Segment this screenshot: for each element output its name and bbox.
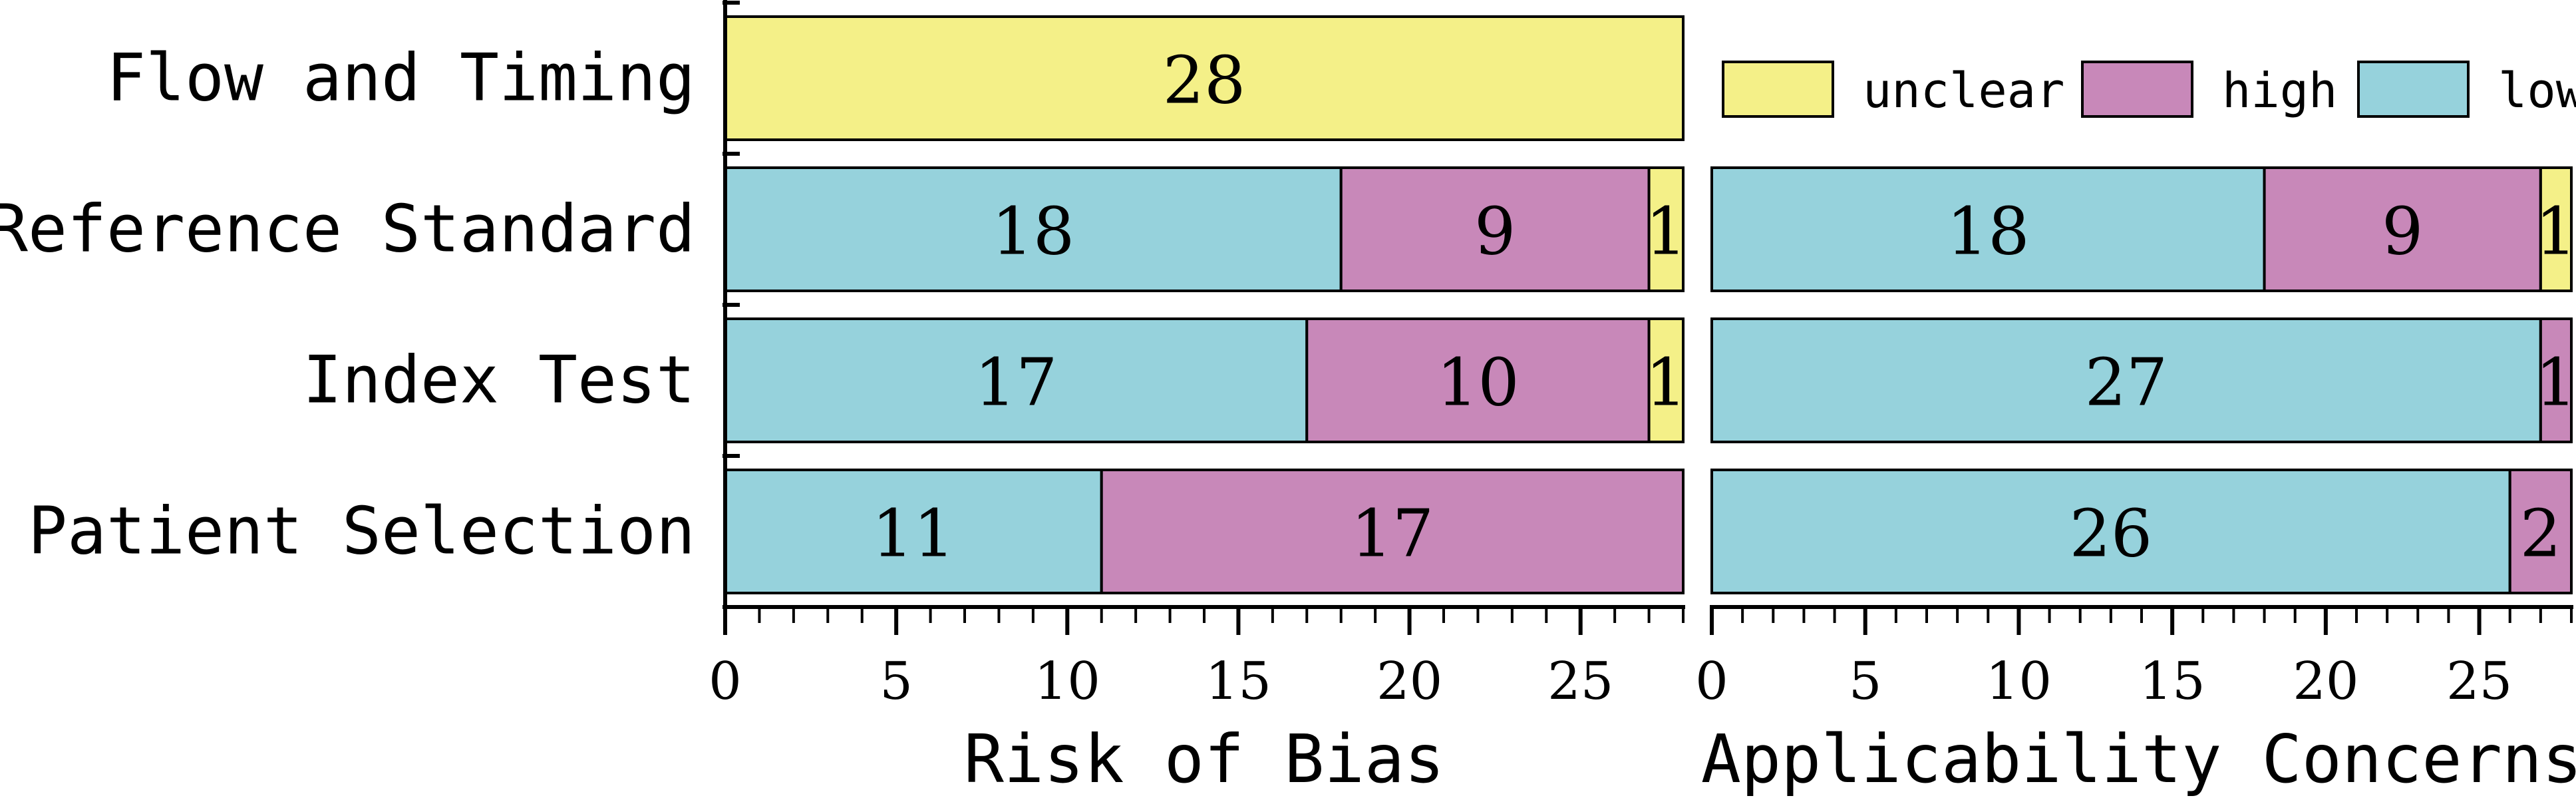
category-label-flow-and-timing: Flow and Timing: [106, 41, 695, 116]
x-tick-label-applicability-concerns-25: 25: [2446, 652, 2512, 711]
x-tick-label-applicability-concerns-10: 10: [1986, 652, 2052, 711]
x-axis-title-applicability-concerns: Applicability Concerns: [1701, 720, 2576, 798]
bar-applicability-concerns-index-test-low: [1710, 317, 2542, 443]
legend-swatch-high: [2081, 61, 2193, 118]
bar-risk-of-bias-reference-standard-low: [724, 166, 1343, 292]
bar-label-risk-of-bias-index-test-high: 10: [1436, 345, 1520, 421]
bar-label-risk-of-bias-reference-standard-unclear: 1: [1645, 194, 1687, 270]
legend-label-high: high: [2222, 63, 2337, 118]
category-label-patient-selection: Patient Selection: [28, 494, 695, 570]
bar-risk-of-bias-index-test-low: [724, 317, 1309, 443]
x-tick-label-risk-of-bias-5: 5: [880, 652, 913, 711]
bar-label-applicability-concerns-reference-standard-high: 9: [2382, 194, 2423, 270]
x-tick-label-applicability-concerns-5: 5: [1849, 652, 1882, 711]
legend-swatch-unclear: [1722, 61, 1834, 118]
bar-label-applicability-concerns-index-test-low: 27: [2085, 345, 2168, 421]
legend-label-unclear: unclear: [1863, 63, 2064, 118]
bar-applicability-concerns-index-test-high: [2539, 317, 2573, 443]
bar-risk-of-bias-reference-standard-high: [1339, 166, 1651, 292]
bar-label-risk-of-bias-index-test-unclear: 1: [1645, 345, 1687, 421]
x-tick-label-risk-of-bias-20: 20: [1376, 652, 1442, 711]
bar-label-risk-of-bias-index-test-low: 17: [975, 345, 1058, 421]
legend-label-low: low: [2498, 63, 2576, 118]
bar-risk-of-bias-index-test-unclear: [1647, 317, 1685, 443]
bar-risk-of-bias-reference-standard-unclear: [1647, 166, 1685, 292]
legend: unclear high low: [1722, 61, 2576, 118]
bar-label-applicability-concerns-index-test-high: 1: [2535, 345, 2576, 421]
bar-risk-of-bias-index-test-high: [1305, 317, 1651, 443]
bar-applicability-concerns-patient-selection-low: [1710, 469, 2511, 594]
x-tick-label-risk-of-bias-0: 0: [709, 652, 742, 711]
x-tick-label-applicability-concerns-20: 20: [2293, 652, 2358, 711]
x-tick-label-risk-of-bias-15: 15: [1206, 652, 1271, 711]
x-axis-title-risk-of-bias: Risk of Bias: [964, 720, 1444, 798]
x-tick-label-applicability-concerns-0: 0: [1695, 652, 1728, 711]
bar-risk-of-bias-flow-and-timing-unclear: [724, 15, 1685, 141]
bar-label-applicability-concerns-reference-standard-unclear: 1: [2535, 194, 2576, 270]
bar-label-risk-of-bias-patient-selection-low: 11: [872, 497, 955, 572]
bar-label-risk-of-bias-flow-and-timing-unclear: 28: [1163, 43, 1246, 119]
bar-risk-of-bias-patient-selection-high: [1100, 469, 1685, 594]
bar-label-applicability-concerns-patient-selection-high: 2: [2520, 497, 2561, 572]
category-label-index-test: Index Test: [303, 343, 695, 419]
bar-label-applicability-concerns-reference-standard-low: 18: [1947, 194, 2030, 270]
bar-label-risk-of-bias-reference-standard-high: 9: [1474, 194, 1516, 270]
category-labels: Flow and Timing Reference Standard Index T…: [0, 0, 740, 609]
bar-applicability-concerns-reference-standard-unclear: [2539, 166, 2573, 292]
x-tick-label-risk-of-bias-10: 10: [1035, 652, 1100, 711]
bar-applicability-concerns-patient-selection-high: [2508, 469, 2573, 594]
bar-label-risk-of-bias-patient-selection-high: 17: [1351, 497, 1434, 572]
x-tick-label-applicability-concerns-15: 15: [2140, 652, 2205, 711]
bar-label-risk-of-bias-reference-standard-low: 18: [992, 194, 1075, 270]
x-tick-label-risk-of-bias-25: 25: [1547, 652, 1613, 711]
bar-label-applicability-concerns-patient-selection-low: 26: [2070, 497, 2153, 572]
category-label-reference-standard: Reference Standard: [0, 192, 695, 268]
legend-swatch-low: [2357, 61, 2470, 118]
